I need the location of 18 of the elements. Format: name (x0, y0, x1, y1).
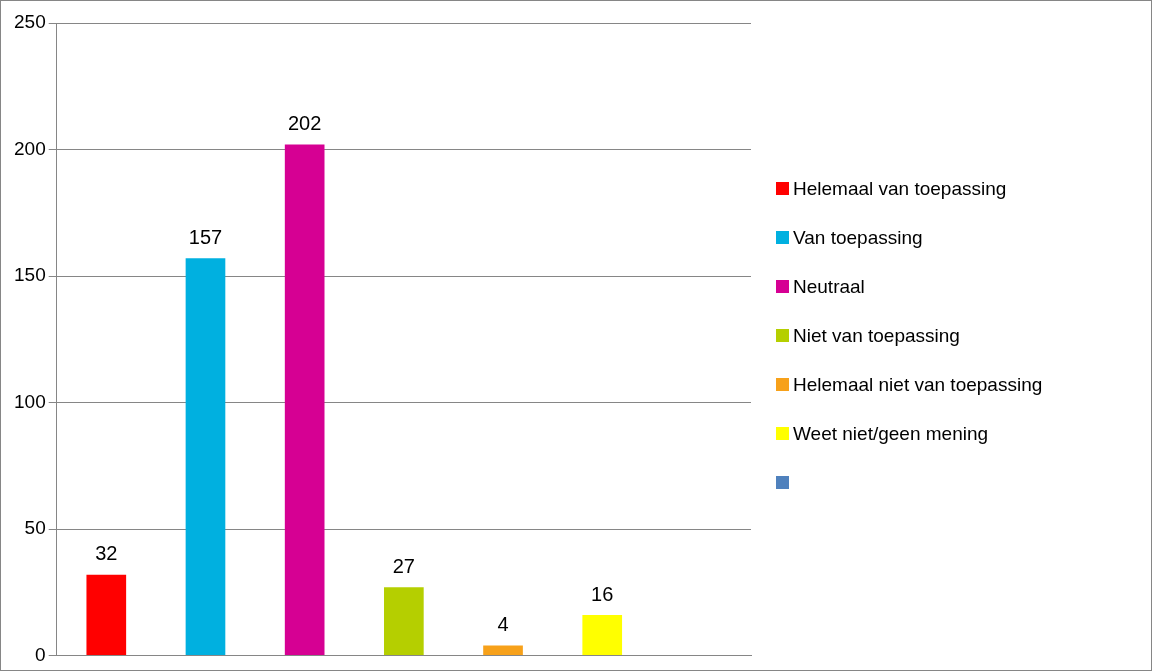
legend-label: Helemaal niet van toepassing (793, 373, 1043, 396)
y-tick-label: 100 (14, 390, 46, 412)
y-tick-label: 50 (24, 517, 46, 539)
y-tick-label: 150 (14, 264, 46, 286)
data-label: 157 (188, 225, 223, 248)
legend-label: Helemaal van toepassing (793, 177, 1007, 200)
legend-label: Neutraal (793, 275, 865, 298)
data-label: 32 (95, 542, 118, 565)
legend-label: Van toepassing (793, 226, 923, 249)
data-label: 27 (392, 554, 415, 577)
data-label: 4 (497, 612, 509, 635)
data-label: 202 (287, 111, 322, 134)
y-tick-label: 250 (14, 11, 46, 33)
legend-label: Weet niet/geen mening (793, 422, 989, 445)
y-tick-label: 200 (14, 137, 46, 159)
legend-label: Niet van toepassing (793, 324, 960, 347)
data-label: 16 (591, 582, 614, 605)
y-tick-label: 0 (35, 643, 46, 665)
